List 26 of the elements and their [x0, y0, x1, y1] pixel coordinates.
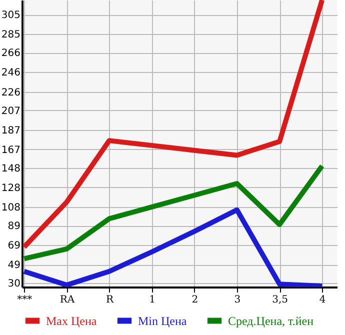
legend-label: Сред.Цена, т.йен [228, 314, 314, 328]
legend-label: Min Цена [138, 314, 188, 328]
y-tick-label: 89 [8, 221, 20, 232]
y-tick-label: 285 [1, 30, 20, 41]
y-tick-label: 207 [1, 106, 20, 117]
x-tick-label: 4 [319, 294, 326, 306]
x-tick-label: RA [60, 294, 76, 306]
y-tick-label: 148 [1, 163, 20, 174]
y-tick-label: 266 [1, 48, 20, 60]
y-tick-label: 246 [1, 68, 20, 79]
y-tick-label: 226 [1, 87, 20, 98]
y-tick-label: 69 [8, 240, 20, 252]
x-tick-label: R [106, 294, 114, 306]
y-tick-label: 49 [8, 260, 20, 272]
y-tick-label: 305 [1, 10, 20, 22]
x-tick-label: *** [17, 294, 32, 306]
y-tick-label: 108 [1, 202, 20, 214]
x-tick-label: 3 [234, 294, 241, 306]
y-tick-label: 187 [1, 125, 20, 136]
y-tick-label: 167 [1, 144, 20, 156]
x-tick-label: 2 [192, 294, 198, 306]
y-tick-label: 128 [1, 182, 20, 194]
x-tick-label: 3,5 [272, 294, 288, 306]
x-tick-label: 1 [149, 294, 156, 306]
legend-label: Max Цена [46, 314, 98, 328]
y-tick-label: 30 [8, 278, 20, 290]
